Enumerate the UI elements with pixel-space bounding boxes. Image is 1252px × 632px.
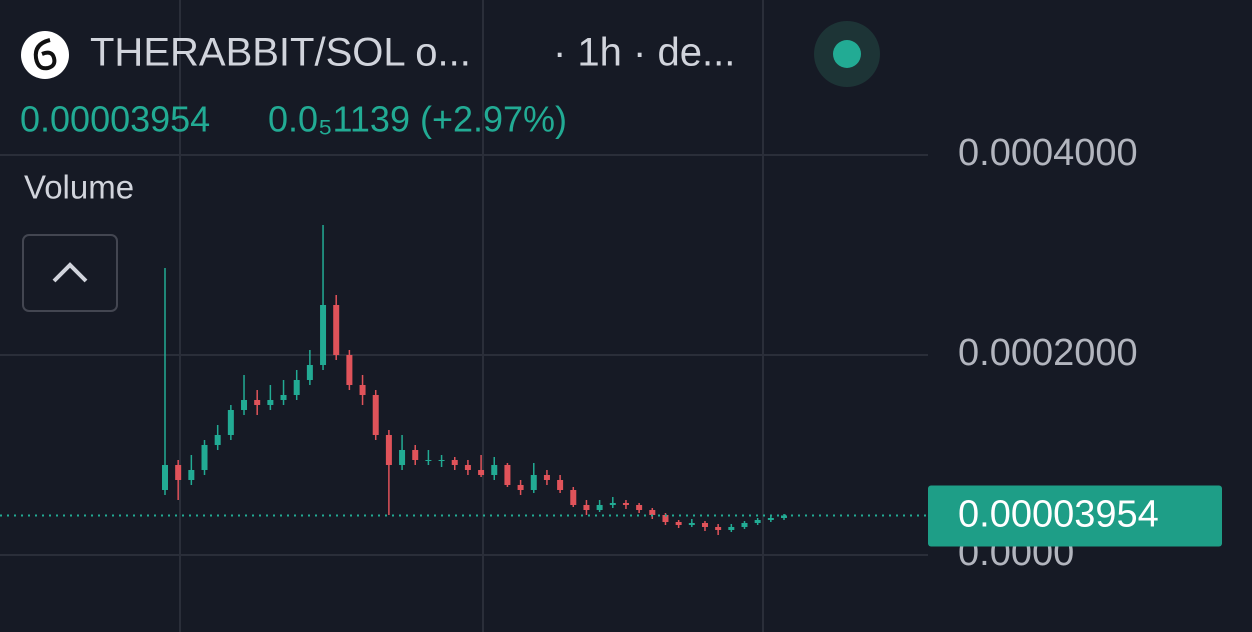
price-change: 0.0₅1139 (+2.97%) xyxy=(268,99,567,140)
plot-area xyxy=(0,154,928,556)
candle-body xyxy=(175,465,182,480)
candle-body xyxy=(636,505,643,510)
interval: · 1h · de... xyxy=(553,31,735,75)
status-dot xyxy=(833,40,861,68)
candle-body xyxy=(254,400,261,405)
candle-body xyxy=(701,523,708,527)
candle-body xyxy=(214,435,221,445)
collapse-button[interactable] xyxy=(22,234,118,312)
candle-body xyxy=(280,395,287,400)
candle-body xyxy=(241,400,248,410)
candle-body xyxy=(267,400,274,405)
candle-body xyxy=(530,475,537,490)
y-tick-label: 0.0004000 xyxy=(958,132,1138,174)
candle-body xyxy=(741,523,748,527)
candle-body xyxy=(570,490,577,505)
indicator-label: Volume xyxy=(24,169,134,206)
candle-body xyxy=(596,505,603,510)
candle-body xyxy=(162,465,168,490)
candle-body xyxy=(622,503,629,505)
candle-body xyxy=(715,527,722,530)
candle-body xyxy=(227,410,234,435)
candle-body xyxy=(359,385,366,395)
candle-body xyxy=(688,523,695,525)
candle-body xyxy=(333,305,340,355)
candle-body xyxy=(399,450,406,465)
candle-body xyxy=(728,527,735,530)
candle-body xyxy=(781,515,787,518)
y-tick-label: 0.0002000 xyxy=(958,332,1138,374)
candle-body xyxy=(438,460,445,461)
candle-body xyxy=(425,460,432,461)
candle-body xyxy=(346,355,353,385)
candle-body xyxy=(306,365,313,380)
candle-body xyxy=(767,518,774,520)
candle-body xyxy=(609,503,616,505)
candle-body xyxy=(451,460,458,465)
chevron-icon xyxy=(52,262,88,283)
pair-title: THERABBIT/SOL o... xyxy=(90,31,471,75)
last-price-tag xyxy=(928,485,1222,547)
candle-body xyxy=(464,465,471,470)
candle-body xyxy=(543,475,550,480)
grid xyxy=(179,0,764,632)
candle-body xyxy=(504,465,511,485)
last-price: 0.00003954 xyxy=(20,99,210,140)
candle-body xyxy=(188,470,195,480)
candle-body xyxy=(412,450,419,460)
last-price-tag-label: 0.00003954 xyxy=(958,493,1159,535)
candle-body xyxy=(491,465,498,475)
candle-body xyxy=(675,522,682,525)
candle-body xyxy=(662,515,669,522)
candle-body xyxy=(478,470,485,475)
candle-body xyxy=(201,445,208,470)
candle-body xyxy=(517,485,524,490)
candle-body xyxy=(754,520,761,523)
candle-body xyxy=(372,395,379,435)
candle-body xyxy=(385,435,392,465)
candle-body xyxy=(649,510,656,515)
candle-body xyxy=(320,305,327,365)
candle-body xyxy=(583,505,590,510)
candle-body xyxy=(293,380,300,395)
token-logo-icon xyxy=(33,38,57,71)
candle-body xyxy=(557,480,564,490)
